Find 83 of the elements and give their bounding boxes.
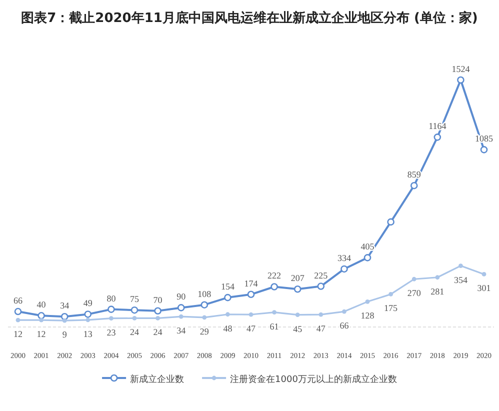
point <box>364 254 372 262</box>
data-label: 45 <box>293 324 303 334</box>
point <box>202 315 207 320</box>
data-label: 154 <box>220 282 235 292</box>
data-label: 225 <box>314 270 328 280</box>
data-label: 23 <box>106 327 116 338</box>
point <box>294 285 302 293</box>
data-label: 75 <box>130 294 140 304</box>
point <box>200 301 208 308</box>
point <box>365 299 370 304</box>
data-label: 70 <box>153 294 163 305</box>
data-label: 34 <box>176 326 186 336</box>
data-label: 174 <box>244 278 258 288</box>
data-label: 108 <box>198 288 212 299</box>
data-label: 354 <box>454 274 468 285</box>
data-label: 24 <box>130 327 140 338</box>
point <box>295 312 300 318</box>
legend-label: 新成立企业数 <box>130 374 184 385</box>
data-label: 12 <box>14 329 22 340</box>
point <box>14 308 22 316</box>
point <box>272 310 276 315</box>
data-label: 90 <box>176 292 186 302</box>
point <box>177 304 185 312</box>
point <box>434 134 442 141</box>
point <box>38 312 45 320</box>
point <box>247 290 255 298</box>
point <box>458 264 463 268</box>
point <box>156 316 160 320</box>
point <box>410 182 418 190</box>
data-label: 281 <box>430 286 444 296</box>
point <box>435 275 440 280</box>
point <box>16 318 20 322</box>
point <box>270 283 278 290</box>
point <box>457 76 464 84</box>
data-label: 9 <box>62 330 68 340</box>
point <box>109 316 114 321</box>
data-label: 48 <box>223 323 233 334</box>
point <box>108 306 115 313</box>
data-label: 40 <box>36 300 46 310</box>
point <box>224 294 232 302</box>
point <box>39 318 44 322</box>
data-label: 128 <box>360 310 375 321</box>
point <box>62 318 67 323</box>
point <box>154 307 162 315</box>
data-label: 80 <box>106 293 116 304</box>
data-label: 61 <box>270 321 279 332</box>
data-label: 301 <box>477 283 491 294</box>
point <box>482 272 486 276</box>
data-label: 29 <box>200 326 210 336</box>
point <box>318 312 324 317</box>
chart-title: 图表7：截止2020年11月底中国风电运维在业新成立企业地区分布 (单位：家) <box>21 10 478 26</box>
data-label: 405 <box>360 242 375 252</box>
data-label: 13 <box>83 328 93 339</box>
point <box>60 312 68 320</box>
data-label: 66 <box>340 320 350 331</box>
point <box>480 146 488 154</box>
data-label: 222 <box>268 270 282 281</box>
point <box>342 309 346 314</box>
data-label: 175 <box>384 303 398 314</box>
point <box>86 318 90 322</box>
point <box>84 310 92 318</box>
data-label: 47 <box>316 324 326 334</box>
point <box>317 282 325 290</box>
point <box>412 276 416 282</box>
data-label: 66 <box>14 296 23 306</box>
point <box>226 312 230 317</box>
legend-label: 注册资金在1000万元以上的新成立企业数 <box>230 374 397 385</box>
data-label: 47 <box>246 324 256 334</box>
data-label: 49 <box>83 298 93 308</box>
point <box>130 306 138 314</box>
point <box>340 265 348 273</box>
data-label: 270 <box>407 288 422 298</box>
data-label: 24 <box>153 327 163 338</box>
data-label: 207 <box>290 273 305 284</box>
data-label: 12 <box>36 329 46 340</box>
point <box>388 292 393 296</box>
point <box>387 218 394 226</box>
data-label: 334 <box>337 252 352 263</box>
data-label: 1524 <box>452 64 470 74</box>
point <box>178 314 184 319</box>
point <box>248 312 254 317</box>
data-label: 34 <box>60 300 70 311</box>
point <box>132 316 137 320</box>
